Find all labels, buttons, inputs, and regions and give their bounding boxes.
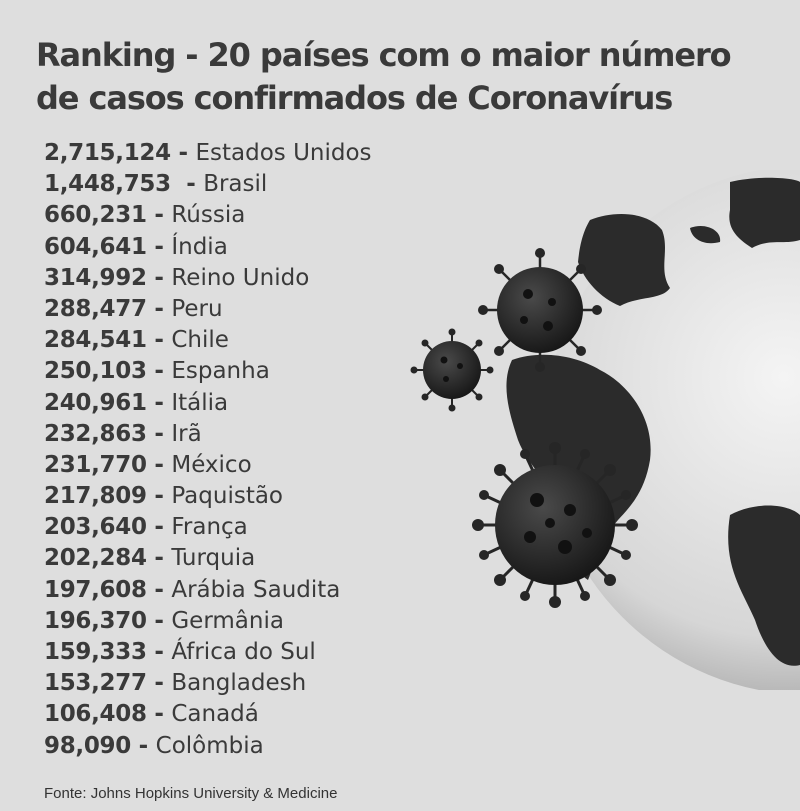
ranking-row: 202,284 - Turquia xyxy=(44,543,372,574)
ranking-row: 196,370 - Germânia xyxy=(44,606,372,637)
country-name: Arábia Saudita xyxy=(171,576,341,603)
country-name: Canadá xyxy=(171,701,259,728)
case-count: 604,641 xyxy=(44,233,147,260)
ranking-row: 288,477 - Peru xyxy=(44,294,372,325)
title-line-2: de casos confirmados de Coronavírus xyxy=(36,79,673,117)
separator: - xyxy=(146,670,172,697)
separator: - xyxy=(170,140,196,166)
case-count: 153,277 xyxy=(44,670,147,697)
country-name: Reino Unido xyxy=(171,264,310,291)
separator: - xyxy=(146,327,172,354)
ranking-row: 159,333 - África do Sul xyxy=(44,637,372,668)
virus-medium xyxy=(478,248,602,372)
separator: - xyxy=(146,420,172,447)
country-name: Itália xyxy=(171,389,229,416)
country-name: Peru xyxy=(171,295,223,322)
ranking-row: 604,641 - Índia xyxy=(44,232,372,263)
separator: - xyxy=(146,202,172,229)
country-name: Índia xyxy=(171,233,228,260)
country-name: Colômbia xyxy=(155,732,264,759)
separator: - xyxy=(146,389,172,416)
case-count: 203,640 xyxy=(44,514,147,541)
separator: - xyxy=(170,171,204,198)
ranking-row: 106,408 - Canadá xyxy=(44,699,372,730)
country-name: França xyxy=(171,514,248,541)
case-count: 232,863 xyxy=(44,420,147,447)
ranking-row: 231,770 - México xyxy=(44,450,372,481)
case-count: 240,961 xyxy=(44,389,147,416)
title-line-1: Ranking - 20 países com o maior número xyxy=(36,36,732,74)
ranking-row: 197,608 - Arábia Saudita xyxy=(44,575,372,606)
separator: - xyxy=(130,732,156,759)
ranking-row: 217,809 - Paquistão xyxy=(44,481,372,512)
ranking-row: 203,640 - França xyxy=(44,512,372,543)
separator: - xyxy=(146,639,172,665)
source-note: Fonte: Johns Hopkins University & Medici… xyxy=(44,785,338,802)
separator: - xyxy=(146,358,172,385)
case-count: 202,284 xyxy=(44,545,147,572)
separator: - xyxy=(146,576,172,603)
separator: - xyxy=(146,701,172,728)
case-count: 314,992 xyxy=(44,264,147,291)
separator: - xyxy=(146,483,172,510)
ranking-row: 2,715,124 - Estados Unidos xyxy=(44,138,372,169)
case-count: 231,770 xyxy=(44,451,147,478)
country-name: Chile xyxy=(171,327,229,354)
separator: - xyxy=(146,264,172,291)
ranking-list: 2,715,124 - Estados Unidos 1,448,753 - Br… xyxy=(44,138,372,762)
page-title: Ranking - 20 países com o maior número d… xyxy=(36,34,796,120)
case-count: 660,231 xyxy=(44,202,147,229)
ranking-row: 240,961 - Itália xyxy=(44,388,372,419)
ranking-row: 250,103 - Espanha xyxy=(44,356,372,387)
country-name: Bangladesh xyxy=(171,670,307,697)
ranking-row: 660,231 - Rússia xyxy=(44,200,372,231)
country-name: Turquia xyxy=(171,545,256,572)
country-name: Rússia xyxy=(171,202,246,229)
case-count: 106,408 xyxy=(44,701,147,728)
separator: - xyxy=(146,545,172,572)
country-name: Irã xyxy=(171,420,202,447)
case-count: 1,448,753 xyxy=(44,171,171,198)
case-count: 284,541 xyxy=(44,327,147,354)
country-name: África do Sul xyxy=(171,639,316,665)
case-count: 217,809 xyxy=(44,483,147,510)
separator: - xyxy=(146,514,172,541)
virus-small xyxy=(410,328,494,412)
country-name: Espanha xyxy=(171,358,270,385)
case-count: 197,608 xyxy=(44,576,147,603)
separator: - xyxy=(146,451,172,478)
country-name: Paquistão xyxy=(171,483,284,510)
ranking-row: 1,448,753 - Brasil xyxy=(44,169,372,200)
ranking-row: 314,992 - Reino Unido xyxy=(44,263,372,294)
case-count: 98,090 xyxy=(44,732,131,759)
ranking-row: 232,863 - Irã xyxy=(44,419,372,450)
country-name: Brasil xyxy=(203,171,268,198)
country-name: Estados Unidos xyxy=(195,140,372,166)
separator: - xyxy=(146,607,172,634)
case-count: 288,477 xyxy=(44,295,147,322)
ranking-row: 153,277 - Bangladesh xyxy=(44,668,372,699)
globe-icon xyxy=(410,170,800,690)
ranking-row: 284,541 - Chile xyxy=(44,325,372,356)
case-count: 196,370 xyxy=(44,607,147,634)
country-name: Germânia xyxy=(171,607,284,634)
case-count: 159,333 xyxy=(44,639,147,665)
case-count: 250,103 xyxy=(44,358,147,385)
case-count: 2,715,124 xyxy=(44,140,171,166)
separator: - xyxy=(146,295,172,322)
country-name: México xyxy=(171,451,252,478)
separator: - xyxy=(146,233,172,260)
virus-large xyxy=(472,442,638,608)
ranking-row: 98,090 - Colômbia xyxy=(44,731,372,762)
